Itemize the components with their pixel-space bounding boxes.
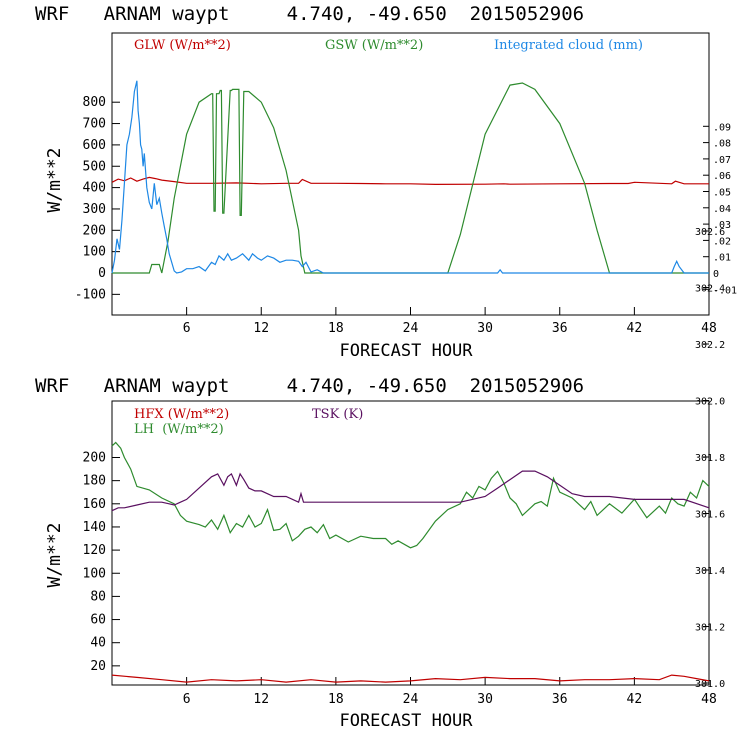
- series-tsk-line: [111, 470, 710, 512]
- y-tick-label: 180: [83, 474, 106, 489]
- y2-tick-label: 302.6: [695, 227, 725, 238]
- x-tick-label: 24: [403, 321, 419, 336]
- chart-top-legend-gsw: GSW (W/m**2): [325, 38, 423, 53]
- chart-bottom-plot-frame: [111, 400, 710, 686]
- x-tick-label: 6: [183, 692, 191, 707]
- chart-bottom: WRF ARNAM waypt 4.740, -49.650 201505290…: [35, 227, 725, 731]
- y2-tick-label: 301.6: [695, 510, 725, 521]
- y-tick-label: 100: [83, 566, 106, 581]
- y-tick-label: 80: [90, 589, 106, 604]
- chart-bottom-legend-lh: LH (W/m**2): [134, 422, 224, 437]
- chart-bottom-y2-axis: 301.0 301.2 301.4 301.6 301.8 302.0 302.2 302.4…: [695, 227, 725, 690]
- chart-bottom-x-axis: 6 12 18 24 30 36 42 48: [183, 677, 717, 707]
- chart-bottom-x-label: FORECAST HOUR: [339, 711, 473, 731]
- chart-bottom-title: WRF ARNAM waypt 4.740, -49.650 201505290…: [35, 375, 584, 397]
- chart-bottom-series: [111, 441, 710, 683]
- y2-tick-label: 301.4: [695, 566, 725, 577]
- x-tick-label: 36: [552, 321, 568, 336]
- y-tick-label: 120: [83, 543, 106, 558]
- y2-tick-label: -.01: [713, 285, 737, 296]
- chart-top-series: [111, 80, 709, 274]
- chart-top-y-label: W/m**2: [44, 147, 65, 212]
- y-tick-label: 500: [83, 159, 106, 174]
- chart-top-y-axis: -100 0 100 200 300 400 500 600 700 800: [75, 95, 120, 302]
- y-tick-label: -100: [75, 287, 106, 302]
- x-tick-label: 18: [328, 692, 344, 707]
- chart-top-title: WRF ARNAM waypt 4.740, -49.650 201505290…: [35, 3, 584, 25]
- chart-top-legend-cloud: Integrated cloud (mm): [494, 38, 643, 53]
- x-tick-label: 12: [253, 321, 269, 336]
- y-tick-label: 20: [90, 659, 106, 674]
- y-tick-label: 800: [83, 95, 106, 110]
- y-tick-label: 200: [83, 451, 106, 466]
- chart-bottom-legend-tsk: TSK (K): [312, 407, 363, 422]
- series-hfx-line: [111, 674, 710, 683]
- y2-tick-label: 301.0: [695, 679, 725, 690]
- y-tick-label: 700: [83, 117, 106, 132]
- chart-top-x-label: FORECAST HOUR: [339, 341, 473, 361]
- chart-bottom-y-label: W/m**2: [44, 522, 65, 587]
- y2-tick-label: 0: [713, 269, 719, 280]
- x-tick-label: 48: [701, 692, 717, 707]
- x-tick-label: 12: [253, 692, 269, 707]
- y-tick-label: 0: [98, 266, 106, 281]
- y2-tick-label: 302.4: [695, 284, 725, 295]
- y2-tick-label: 302.0: [695, 397, 725, 408]
- x-tick-label: 24: [403, 692, 419, 707]
- y2-tick-label: 301.2: [695, 623, 725, 634]
- y-tick-label: 140: [83, 520, 106, 535]
- y2-tick-label: .07: [713, 155, 731, 166]
- series-lh-line: [111, 441, 710, 549]
- x-tick-label: 36: [552, 692, 568, 707]
- y2-tick-label: .08: [713, 139, 731, 150]
- x-tick-label: 30: [477, 321, 493, 336]
- y2-tick-label: 302.2: [695, 340, 725, 351]
- y2-tick-label: .06: [713, 171, 731, 182]
- chart-top-y2-axis: -.01 0 .01 .02 .03 .04 .05 .06 .07 .08 .09: [703, 122, 737, 296]
- y2-tick-label: .02: [713, 236, 731, 247]
- y-tick-label: 300: [83, 202, 106, 217]
- y2-tick-label: .01: [713, 253, 731, 264]
- chart-bottom-legend-hfx: HFX (W/m**2): [134, 407, 229, 422]
- y-tick-label: 200: [83, 223, 106, 238]
- chart-top-legend-glw: GLW (W/m**2): [134, 38, 231, 53]
- y2-tick-label: .05: [713, 188, 731, 199]
- y-tick-label: 60: [90, 613, 106, 628]
- x-tick-label: 18: [328, 321, 344, 336]
- y2-tick-label: .03: [713, 220, 731, 231]
- series-cloud-line: [111, 80, 709, 274]
- y2-tick-label: 301.8: [695, 453, 725, 464]
- x-tick-label: 6: [183, 321, 191, 336]
- series-gsw-line: [112, 82, 709, 274]
- y-tick-label: 40: [90, 636, 106, 651]
- x-tick-label: 42: [627, 321, 643, 336]
- y-tick-label: 600: [83, 138, 106, 153]
- chart-top: WRF ARNAM waypt 4.740, -49.650 201505290…: [35, 3, 737, 361]
- y2-tick-label: .04: [713, 204, 731, 215]
- y2-tick-label: .09: [713, 122, 731, 133]
- series-glw-line: [111, 176, 709, 186]
- x-tick-label: 30: [477, 692, 493, 707]
- x-tick-label: 42: [627, 692, 643, 707]
- y-tick-label: 400: [83, 181, 106, 196]
- chart-bottom-y-axis: 20 40 60 80 100 120 140 160 180 200: [83, 451, 120, 674]
- chart-top-x-axis: 6 12 18 24 30 36 42 48: [183, 307, 717, 336]
- y-tick-label: 160: [83, 497, 106, 512]
- y-tick-label: 100: [83, 245, 106, 260]
- x-tick-label: 48: [701, 321, 717, 336]
